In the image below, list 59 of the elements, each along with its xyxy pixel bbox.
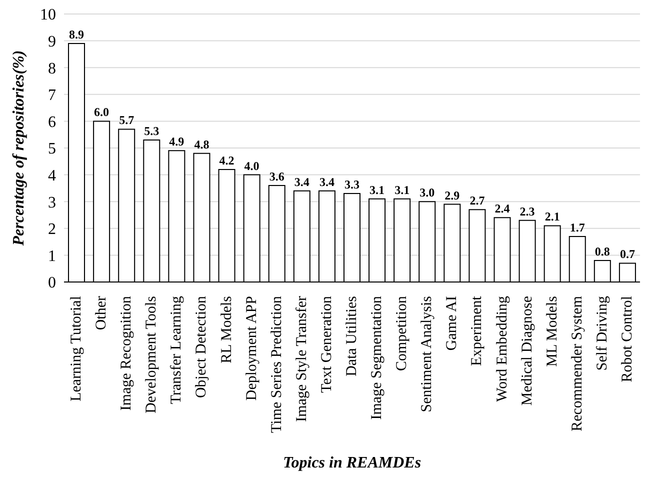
x-tick-label: Object Detection <box>194 296 210 398</box>
x-tick-label: Self Driving <box>594 296 610 371</box>
x-tick-label: Robot Control <box>619 296 636 382</box>
data-label: 2.3 <box>520 204 535 218</box>
data-label: 0.7 <box>620 247 635 262</box>
y-tick-label: 4 <box>48 167 56 184</box>
x-tick-label: Transfer Learning <box>168 296 185 404</box>
x-tick-label: Image Style Transfer <box>294 296 310 422</box>
y-tick-label: 3 <box>48 194 56 212</box>
x-tick-label: Medical Diagnose <box>519 296 536 406</box>
data-label: 2.1 <box>544 210 560 224</box>
y-tick-label: 8 <box>48 60 56 78</box>
data-label: 1.7 <box>570 220 585 234</box>
data-label: 2.9 <box>444 188 460 202</box>
data-label: 4.8 <box>194 137 210 152</box>
y-tick-label: 6 <box>48 114 56 131</box>
data-label: 0.8 <box>594 244 610 259</box>
x-tick-label: RL Models <box>218 296 235 364</box>
x-tick-label: Recommender System <box>569 296 586 432</box>
y-tick-label: 7 <box>48 87 56 104</box>
data-label: 4.0 <box>244 158 260 173</box>
x-axis-title: Topics in REAMDEs <box>282 454 422 472</box>
data-label: 4.9 <box>169 134 184 149</box>
x-tick-label: Learning Tutorial <box>68 296 85 402</box>
x-tick-label: Competition <box>394 296 410 371</box>
data-label: 3.6 <box>269 170 284 184</box>
x-tick-label: Development Tools <box>144 296 160 414</box>
x-tick-label: Data Utilities <box>344 296 360 376</box>
x-tick-label: Word Embedding <box>494 296 510 402</box>
y-tick-label: 10 <box>40 6 56 24</box>
data-label: 3.4 <box>294 174 310 189</box>
x-tick-label: Sentiment Analysis <box>419 296 436 412</box>
data-label: 5.7 <box>119 113 134 128</box>
y-axis-title: Percentage of repositories(%) <box>10 50 28 247</box>
data-label: 3.4 <box>319 174 334 189</box>
x-tick-label: Image Recognition <box>118 296 135 411</box>
x-tick-label: Time Series Prediction <box>268 296 285 433</box>
data-label: 3.1 <box>370 182 385 197</box>
data-label: 4.2 <box>219 153 234 168</box>
x-tick-label: Game AI <box>444 296 460 351</box>
x-tick-label: Other <box>94 296 110 330</box>
data-label: 2.7 <box>470 194 485 208</box>
data-label: 6.0 <box>94 105 110 120</box>
data-label: 5.3 <box>144 124 160 138</box>
data-label: 3.0 <box>420 186 435 200</box>
y-tick-label: 0 <box>48 274 56 292</box>
x-tick-label: Deployment APP <box>244 296 260 401</box>
y-tick-label: 1 <box>48 248 56 265</box>
y-tick-label: 9 <box>48 33 56 50</box>
y-tick-label: 5 <box>48 140 56 158</box>
x-tick-label: Experiment <box>469 295 486 366</box>
data-label: 2.4 <box>494 202 510 216</box>
y-tick-label: 2 <box>48 221 56 238</box>
x-tick-label: Text Generation <box>318 296 335 393</box>
x-tick-label: ML Models <box>544 296 560 367</box>
x-tick-label: Image Segmentation <box>369 296 386 420</box>
data-label: 8.9 <box>69 27 84 42</box>
data-label: 3.1 <box>394 182 410 197</box>
data-label: 3.3 <box>344 178 360 192</box>
